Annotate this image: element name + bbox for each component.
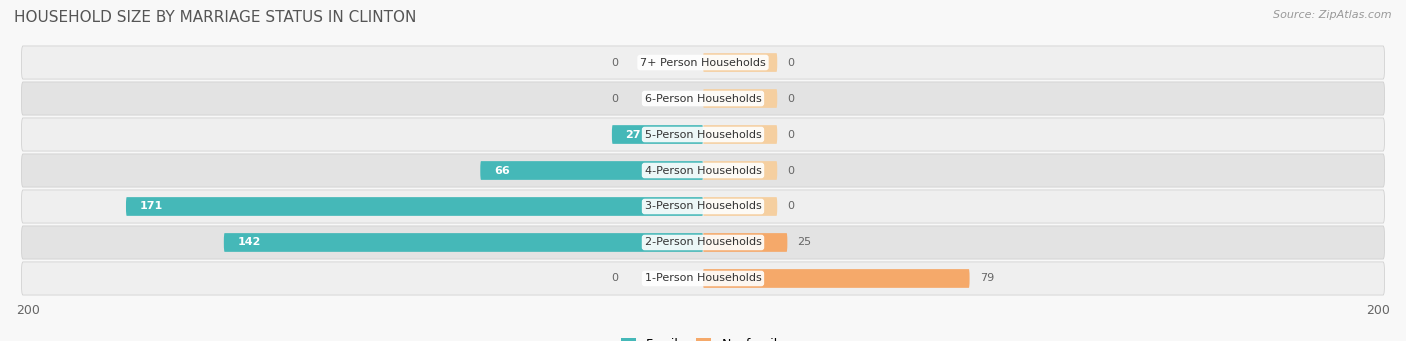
FancyBboxPatch shape [21, 226, 1385, 259]
FancyBboxPatch shape [612, 125, 703, 144]
FancyBboxPatch shape [21, 46, 1385, 79]
Text: 142: 142 [238, 237, 260, 248]
FancyBboxPatch shape [703, 269, 970, 288]
Text: 3-Person Households: 3-Person Households [644, 202, 762, 211]
Text: 2-Person Households: 2-Person Households [644, 237, 762, 248]
Text: 6-Person Households: 6-Person Households [644, 93, 762, 104]
FancyBboxPatch shape [21, 190, 1385, 223]
Text: 0: 0 [787, 93, 794, 104]
FancyBboxPatch shape [224, 233, 703, 252]
FancyBboxPatch shape [21, 82, 1385, 115]
Text: 171: 171 [139, 202, 163, 211]
Text: HOUSEHOLD SIZE BY MARRIAGE STATUS IN CLINTON: HOUSEHOLD SIZE BY MARRIAGE STATUS IN CLI… [14, 10, 416, 25]
Text: 25: 25 [797, 237, 811, 248]
FancyBboxPatch shape [21, 262, 1385, 295]
Text: 0: 0 [787, 202, 794, 211]
Text: 66: 66 [494, 165, 509, 176]
Text: 0: 0 [787, 58, 794, 68]
Text: 0: 0 [612, 58, 619, 68]
Text: 27: 27 [626, 130, 641, 139]
Text: 1-Person Households: 1-Person Households [644, 273, 762, 283]
Text: 0: 0 [787, 130, 794, 139]
Text: 7+ Person Households: 7+ Person Households [640, 58, 766, 68]
FancyBboxPatch shape [481, 161, 703, 180]
FancyBboxPatch shape [21, 154, 1385, 187]
FancyBboxPatch shape [703, 197, 778, 216]
Text: 0: 0 [787, 165, 794, 176]
FancyBboxPatch shape [703, 125, 778, 144]
FancyBboxPatch shape [127, 197, 703, 216]
FancyBboxPatch shape [703, 89, 778, 108]
Text: 5-Person Households: 5-Person Households [644, 130, 762, 139]
FancyBboxPatch shape [703, 53, 778, 72]
FancyBboxPatch shape [703, 233, 787, 252]
Text: 4-Person Households: 4-Person Households [644, 165, 762, 176]
FancyBboxPatch shape [21, 118, 1385, 151]
Text: 0: 0 [612, 93, 619, 104]
Text: Source: ZipAtlas.com: Source: ZipAtlas.com [1274, 10, 1392, 20]
FancyBboxPatch shape [703, 161, 778, 180]
Text: 0: 0 [612, 273, 619, 283]
Legend: Family, Nonfamily: Family, Nonfamily [621, 338, 785, 341]
Text: 79: 79 [980, 273, 994, 283]
